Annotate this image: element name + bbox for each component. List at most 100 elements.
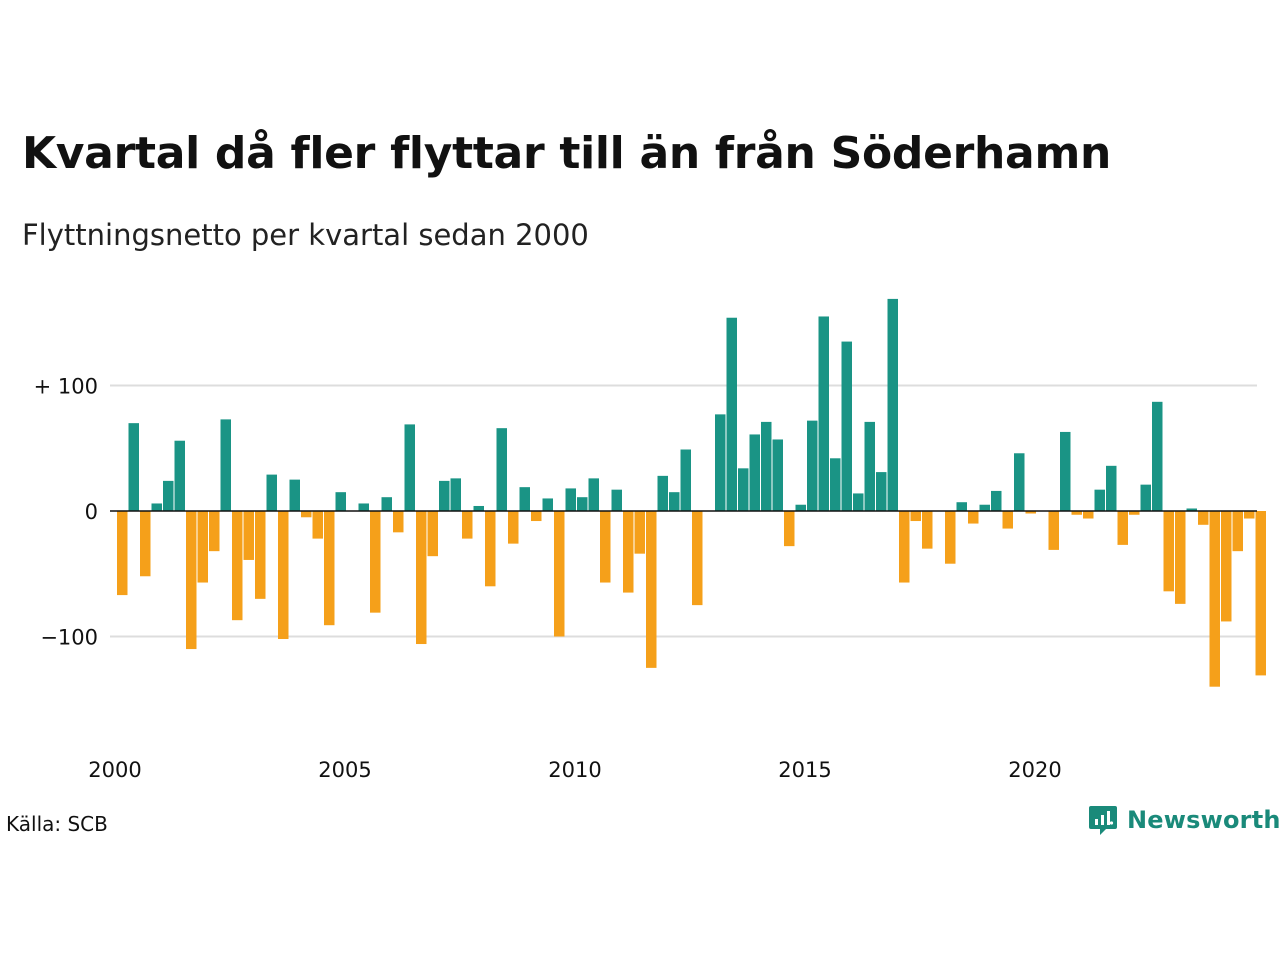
chart-title: Kvartal då fler flyttar till än från Söd… bbox=[22, 128, 1112, 179]
source-note: Källa: SCB bbox=[6, 812, 108, 836]
bar-2004-q4 bbox=[335, 492, 346, 511]
bar-2015-q4 bbox=[841, 341, 852, 511]
bar-2016-q4 bbox=[887, 298, 898, 511]
bar-2002-q3 bbox=[232, 511, 243, 621]
bar-2012-q1 bbox=[669, 492, 680, 511]
bar-2012-q2 bbox=[680, 449, 691, 511]
bar-2008-q2 bbox=[496, 428, 507, 511]
bar-2003-q2 bbox=[266, 474, 277, 511]
bar-2011-q1 bbox=[623, 511, 634, 593]
bar-2019-q3 bbox=[1014, 453, 1025, 511]
bar-2009-q3 bbox=[554, 511, 565, 637]
bar-2018-q4 bbox=[979, 504, 990, 511]
bar-2008-q1 bbox=[485, 511, 496, 587]
bar-2022-q2 bbox=[1140, 484, 1151, 511]
bar-2004-q3 bbox=[324, 511, 335, 626]
bar-2023-q2 bbox=[1186, 508, 1197, 511]
bar-2013-q2 bbox=[726, 317, 737, 511]
bar-2024-q4 bbox=[1255, 511, 1266, 676]
bar-2011-q4 bbox=[657, 475, 668, 511]
bar-2000-q3 bbox=[140, 511, 151, 577]
bar-2022-q3 bbox=[1152, 401, 1163, 511]
bar-2022-q1 bbox=[1129, 511, 1140, 515]
bar-2006-q4 bbox=[427, 511, 438, 557]
bar-2003-q3 bbox=[278, 511, 289, 640]
bar-2012-q3 bbox=[692, 511, 703, 606]
bar-2010-q2 bbox=[588, 478, 599, 511]
bar-2018-q1 bbox=[945, 511, 956, 564]
bar-2022-q4 bbox=[1163, 511, 1174, 592]
x-axis-ticks: 2000 2005 2010 2015 2020 bbox=[88, 758, 1061, 782]
bar-2018-q2 bbox=[956, 502, 967, 511]
bar-2006-q2 bbox=[404, 424, 415, 511]
x-tick-label: 2015 bbox=[778, 758, 831, 782]
bar-2010-q4 bbox=[611, 489, 622, 511]
bar-2021-q1 bbox=[1083, 511, 1094, 519]
bar-2001-q1 bbox=[163, 480, 174, 511]
bar-2004-q1 bbox=[301, 511, 312, 518]
bar-2014-q3 bbox=[784, 511, 795, 547]
bars bbox=[117, 298, 1266, 687]
brand-name: Newsworthy bbox=[1127, 806, 1280, 834]
bar-2016-q2 bbox=[864, 421, 875, 511]
bar-2013-q3 bbox=[738, 468, 749, 511]
bar-2007-q1 bbox=[439, 480, 450, 511]
bar-2015-q2 bbox=[818, 316, 829, 511]
x-tick-label: 2010 bbox=[548, 758, 601, 782]
bar-2003-q1 bbox=[255, 511, 266, 599]
bar-2020-q3 bbox=[1060, 431, 1071, 511]
x-tick-label: 2005 bbox=[318, 758, 371, 782]
bar-2005-q3 bbox=[370, 511, 381, 613]
bar-2006-q3 bbox=[416, 511, 427, 645]
bar-2021-q2 bbox=[1094, 489, 1105, 511]
bar-2023-q4 bbox=[1209, 511, 1220, 687]
bar-2020-q4 bbox=[1071, 511, 1082, 515]
newsworthy-logo: Newsworthy bbox=[1088, 804, 1280, 836]
bar-2000-q4 bbox=[151, 503, 162, 511]
bar-2009-q2 bbox=[542, 498, 553, 511]
bar-2001-q4 bbox=[197, 511, 208, 583]
bar-2006-q1 bbox=[393, 511, 404, 533]
bar-2007-q4 bbox=[473, 505, 484, 511]
y-tick-label: −100 bbox=[40, 626, 98, 650]
bar-2015-q1 bbox=[807, 420, 818, 511]
bar-2014-q1 bbox=[761, 421, 772, 511]
y-tick-label: 0 bbox=[85, 500, 98, 524]
y-tick-label: + 100 bbox=[34, 375, 98, 399]
bar-2001-q2 bbox=[174, 440, 185, 511]
bar-2000-q2 bbox=[128, 423, 139, 511]
bar-2024-q1 bbox=[1221, 511, 1232, 622]
bar-2021-q4 bbox=[1117, 511, 1128, 545]
bar-2007-q3 bbox=[462, 511, 473, 539]
bar-2019-q4 bbox=[1025, 511, 1036, 514]
bar-2010-q1 bbox=[577, 497, 588, 511]
bar-2014-q2 bbox=[772, 439, 783, 511]
bar-2023-q1 bbox=[1175, 511, 1186, 604]
bar-2016-q1 bbox=[853, 493, 864, 511]
bar-2002-q2 bbox=[220, 419, 231, 511]
bar-2017-q2 bbox=[910, 511, 921, 522]
bar-2009-q4 bbox=[565, 488, 576, 511]
bar-2020-q2 bbox=[1048, 511, 1059, 550]
bar-2017-q1 bbox=[899, 511, 910, 583]
bar-2018-q3 bbox=[968, 511, 979, 524]
bar-2024-q2 bbox=[1232, 511, 1243, 552]
gridlines bbox=[110, 384, 1257, 638]
chart-subtitle: Flyttningsnetto per kvartal sedan 2000 bbox=[22, 218, 589, 252]
bar-2010-q3 bbox=[600, 511, 611, 583]
bar-2023-q3 bbox=[1198, 511, 1209, 525]
bar-2021-q3 bbox=[1106, 465, 1117, 511]
bar-2016-q3 bbox=[876, 472, 887, 511]
bar-2014-q4 bbox=[795, 504, 806, 511]
bar-2011-q2 bbox=[634, 511, 645, 554]
bar-2000-q1 bbox=[117, 511, 128, 596]
bar-2011-q3 bbox=[646, 511, 657, 668]
bar-2017-q3 bbox=[922, 511, 933, 549]
bar-2002-q1 bbox=[209, 511, 220, 552]
bar-2001-q3 bbox=[186, 511, 197, 650]
bar-2013-q4 bbox=[749, 434, 760, 511]
bar-2005-q4 bbox=[381, 497, 392, 511]
bar-2009-q1 bbox=[531, 511, 542, 522]
bar-2008-q4 bbox=[519, 487, 530, 511]
